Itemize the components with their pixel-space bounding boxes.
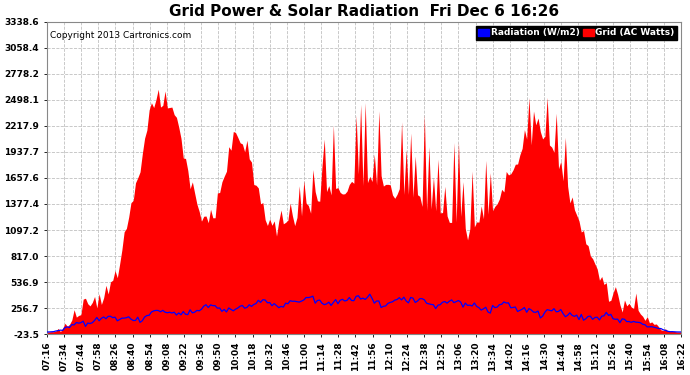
Legend: Radiation (W/m2), Grid (AC Watts): Radiation (W/m2), Grid (AC Watts) [476,26,677,40]
Title: Grid Power & Solar Radiation  Fri Dec 6 16:26: Grid Power & Solar Radiation Fri Dec 6 1… [169,4,559,19]
Text: Copyright 2013 Cartronics.com: Copyright 2013 Cartronics.com [50,31,191,40]
